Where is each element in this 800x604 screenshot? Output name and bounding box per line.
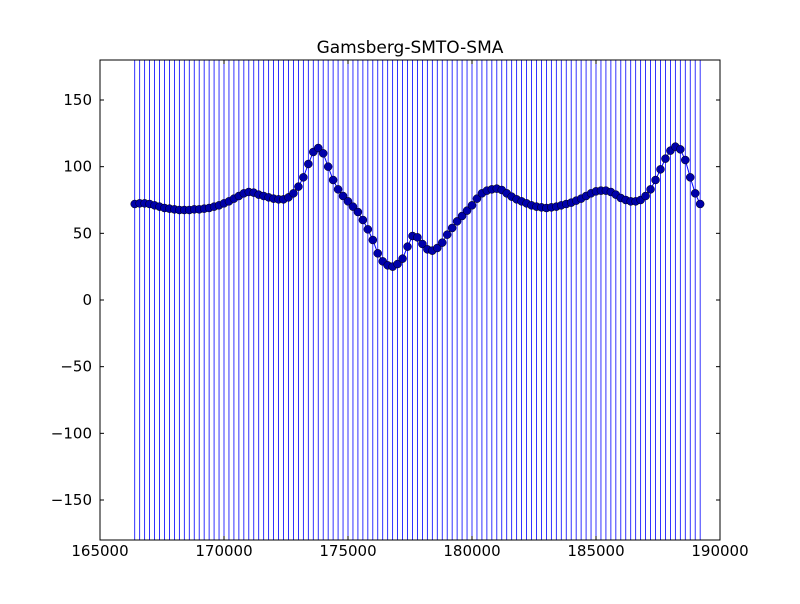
- marker: [353, 207, 363, 217]
- marker: [363, 225, 373, 234]
- y-tick-label: 150: [63, 91, 92, 109]
- marker: [685, 173, 695, 182]
- marker: [328, 175, 338, 185]
- y-tick-label: −150: [51, 491, 92, 509]
- marker: [433, 243, 442, 253]
- marker: [289, 189, 298, 198]
- marker: [447, 223, 457, 233]
- x-tick-label: 175000: [319, 542, 376, 560]
- marker: [695, 199, 705, 209]
- marker: [472, 194, 482, 203]
- marker: [398, 254, 407, 263]
- x-tick-label: 185000: [567, 542, 624, 560]
- marker: [358, 215, 368, 225]
- marker: [338, 191, 348, 201]
- marker: [457, 211, 467, 221]
- marker: [393, 259, 402, 269]
- y-tick-label: −100: [51, 424, 92, 442]
- marker: [467, 201, 477, 210]
- y-tick-label: −50: [60, 358, 92, 376]
- marker: [462, 206, 472, 215]
- marker: [661, 154, 670, 163]
- marker: [651, 175, 660, 185]
- marker: [299, 173, 308, 182]
- marker: [403, 242, 412, 251]
- marker: [304, 159, 313, 169]
- marker: [373, 249, 383, 258]
- marker: [313, 143, 323, 153]
- x-tick-label: 170000: [195, 542, 252, 560]
- chart-title: Gamsberg-SMTO-SMA: [317, 38, 504, 58]
- marker: [681, 155, 690, 165]
- marker: [343, 197, 353, 206]
- marker: [418, 239, 427, 249]
- marker: [690, 189, 700, 198]
- y-tick-label: 0: [82, 291, 92, 309]
- marker: [318, 149, 328, 158]
- marker: [348, 202, 358, 211]
- marker: [368, 235, 378, 245]
- y-tick-label: 100: [63, 158, 92, 176]
- marker: [676, 145, 685, 154]
- marker: [333, 185, 343, 194]
- plot-area: 165000 170000 175000 180000 185000 190000 −150…: [51, 59, 749, 560]
- marker: [413, 233, 422, 242]
- marker: [641, 191, 650, 201]
- marker: [294, 182, 303, 191]
- x-tick-label: 180000: [443, 542, 500, 560]
- marker: [656, 165, 665, 174]
- x-tick-label: 165000: [71, 542, 128, 560]
- y-tick-label: 50: [73, 224, 92, 242]
- marker: [646, 185, 655, 194]
- marker: [442, 230, 452, 239]
- marker: [323, 162, 333, 171]
- x-tick-label: 190000: [691, 542, 748, 560]
- marker: [437, 238, 447, 247]
- marker: [452, 217, 462, 226]
